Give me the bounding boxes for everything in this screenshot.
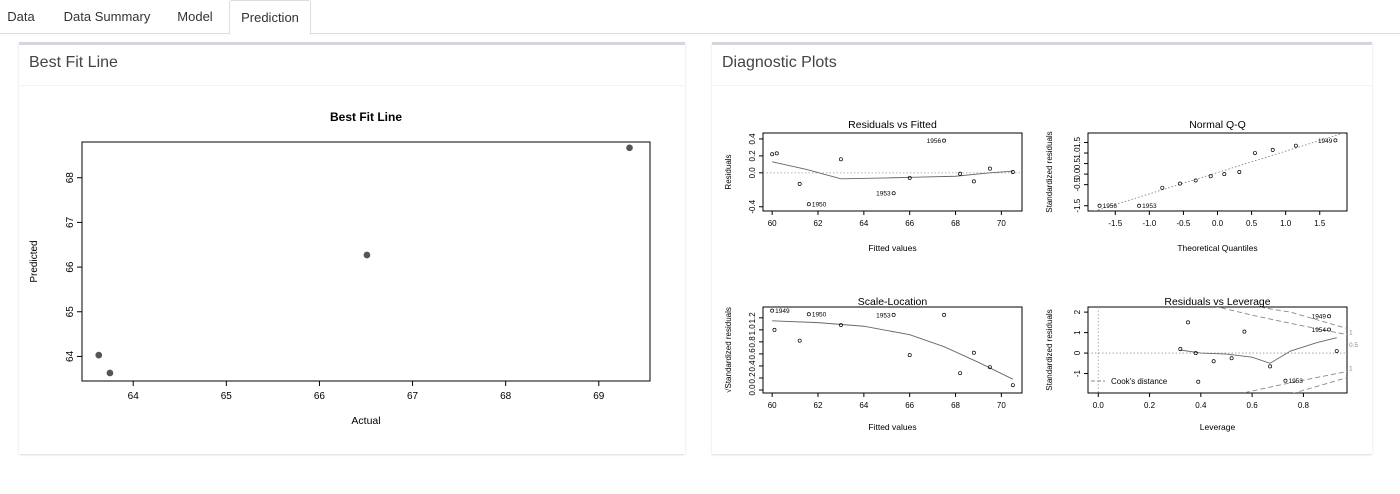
tab-data-summary[interactable]: Data Summary bbox=[63, 9, 151, 24]
tab-data[interactable]: Data bbox=[7, 9, 35, 24]
tab-bar: Data Data Summary Model Prediction bbox=[0, 0, 1400, 35]
panel-title: Diagnostic Plots bbox=[722, 54, 837, 71]
best-fit-panel: Best Fit Line bbox=[19, 42, 685, 454]
panel-divider bbox=[19, 85, 685, 86]
panel-divider bbox=[712, 85, 1372, 86]
diagnostic-panel: Diagnostic Plots bbox=[712, 42, 1372, 454]
tab-prediction[interactable]: Prediction bbox=[229, 0, 311, 35]
panel-title: Best Fit Line bbox=[29, 54, 118, 71]
tab-model[interactable]: Model bbox=[177, 9, 213, 24]
